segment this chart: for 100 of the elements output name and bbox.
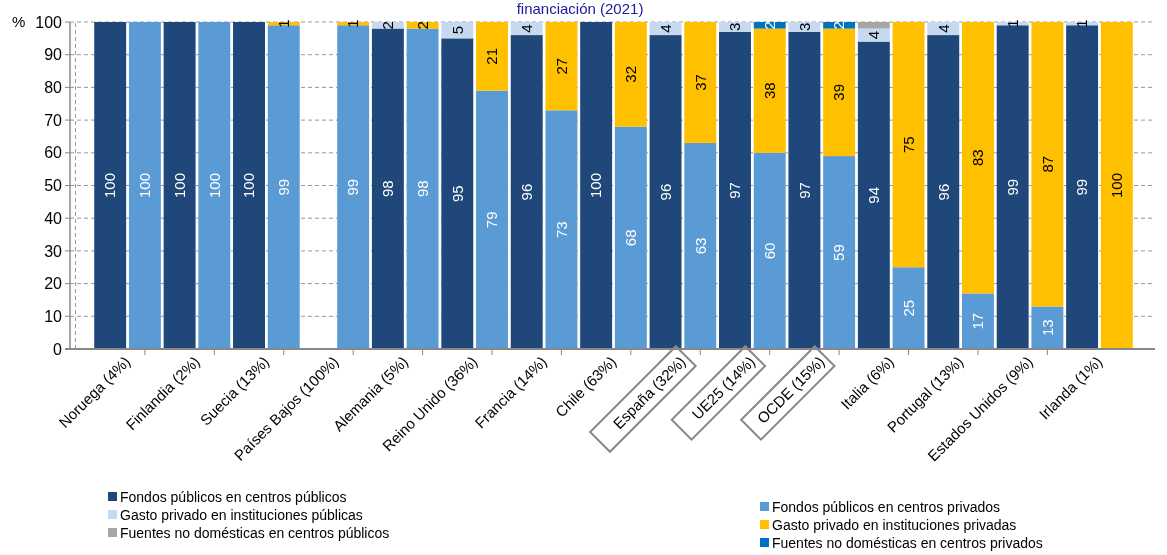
- legend-label: Fondos públicos en centros públicos: [120, 488, 347, 505]
- data-label: 3: [795, 22, 813, 32]
- y-tick-label: 20: [44, 275, 63, 293]
- data-label: 96: [656, 183, 674, 201]
- y-tick-label: 60: [44, 144, 63, 162]
- data-label: 99: [344, 178, 362, 196]
- bar: [892, 267, 925, 349]
- data-label: 87: [1038, 155, 1056, 173]
- data-label: 4: [865, 30, 883, 40]
- data-label: 94: [865, 186, 883, 204]
- bar: [649, 35, 682, 349]
- bar: [233, 22, 265, 349]
- bar: [545, 22, 578, 111]
- y-tick-label: 70: [44, 111, 63, 129]
- y-tick-label: 30: [44, 242, 63, 260]
- bar: [823, 156, 856, 349]
- bar: [198, 22, 231, 349]
- bar: [996, 25, 1029, 349]
- bar: [962, 22, 994, 294]
- bar: [476, 22, 508, 91]
- bar: [614, 126, 647, 349]
- bar: [857, 41, 890, 349]
- bar: [163, 22, 196, 349]
- y-tick-label: 100: [35, 13, 63, 31]
- bar: [927, 35, 960, 349]
- data-label: 63: [691, 237, 709, 255]
- bar: [441, 38, 474, 349]
- y-tick-label: 40: [44, 209, 63, 227]
- data-label: 68: [622, 229, 640, 247]
- data-label: 38: [760, 82, 778, 100]
- bar: [476, 90, 508, 349]
- data-label: 59: [830, 244, 848, 261]
- data-label: 13: [1038, 319, 1056, 337]
- data-label: 97: [726, 182, 744, 199]
- bar: [753, 28, 786, 153]
- bar: [510, 35, 543, 349]
- data-label: 3: [726, 22, 744, 32]
- data-label: 1: [1003, 19, 1021, 28]
- bar: [684, 142, 717, 349]
- data-label: 99: [1073, 178, 1091, 196]
- legend-label: Gasto privado en instituciones privadas: [772, 516, 1017, 533]
- data-label: 2: [830, 21, 848, 30]
- data-label: 60: [760, 242, 778, 260]
- bar: [1031, 306, 1064, 349]
- data-label: 27: [552, 57, 570, 75]
- data-label: 75: [899, 136, 917, 153]
- data-label: 1: [274, 19, 292, 28]
- bar: [580, 22, 613, 349]
- y-tick-label: 90: [44, 46, 63, 64]
- y-tick-label: 50: [44, 177, 63, 195]
- bar: [1031, 22, 1064, 307]
- legend-label: Fuentes no domésticas en centros públicos: [120, 524, 390, 541]
- legend-label: Fuentes no domésticas en centros privados: [772, 534, 1043, 551]
- data-label: 99: [1003, 178, 1021, 196]
- data-label: 96: [934, 183, 952, 201]
- bar: [545, 110, 578, 349]
- data-label: 21: [483, 47, 501, 65]
- bar: [684, 22, 717, 143]
- bar: [823, 28, 856, 157]
- data-label: 17: [969, 312, 987, 330]
- data-label: 2: [379, 21, 397, 30]
- bar: [94, 22, 127, 349]
- bar: [753, 152, 786, 349]
- y-tick-label: 0: [53, 340, 63, 358]
- data-label: 2: [760, 21, 778, 30]
- bar: [371, 28, 404, 349]
- bar: [406, 28, 439, 349]
- data-label: 32: [622, 65, 640, 83]
- bar: [1100, 22, 1133, 349]
- data-label: 73: [552, 221, 570, 238]
- data-label: 100: [587, 172, 605, 199]
- data-label: 95: [448, 185, 466, 203]
- legend-label: Gasto privado en instituciones públicas: [120, 506, 363, 523]
- bar: [267, 25, 300, 349]
- bar: [719, 31, 751, 349]
- data-label: 39: [830, 83, 848, 101]
- bar: [1066, 25, 1099, 349]
- bar: [788, 31, 821, 349]
- data-label: 2: [413, 21, 431, 30]
- data-label: 83: [969, 149, 987, 167]
- data-label: 25: [899, 299, 917, 317]
- data-label: 99: [274, 178, 292, 196]
- data-label: 1: [1073, 19, 1091, 28]
- data-label: 4: [517, 24, 535, 33]
- data-label: 100: [240, 172, 258, 199]
- bar: [614, 22, 647, 127]
- y-tick-label: 10: [44, 307, 63, 325]
- data-label: 100: [205, 172, 223, 199]
- data-label: 100: [170, 172, 188, 199]
- data-label: 4: [934, 24, 952, 33]
- y-axis-title: %: [12, 13, 26, 31]
- bar: [892, 22, 925, 268]
- bar: [337, 25, 370, 349]
- data-label: 1: [344, 19, 362, 28]
- bar: [128, 22, 161, 349]
- data-label: 37: [691, 74, 709, 91]
- data-label: 100: [136, 172, 154, 199]
- data-label: 96: [517, 183, 535, 201]
- data-label: 4: [656, 24, 674, 33]
- chart-title: financiación (2021): [516, 0, 644, 17]
